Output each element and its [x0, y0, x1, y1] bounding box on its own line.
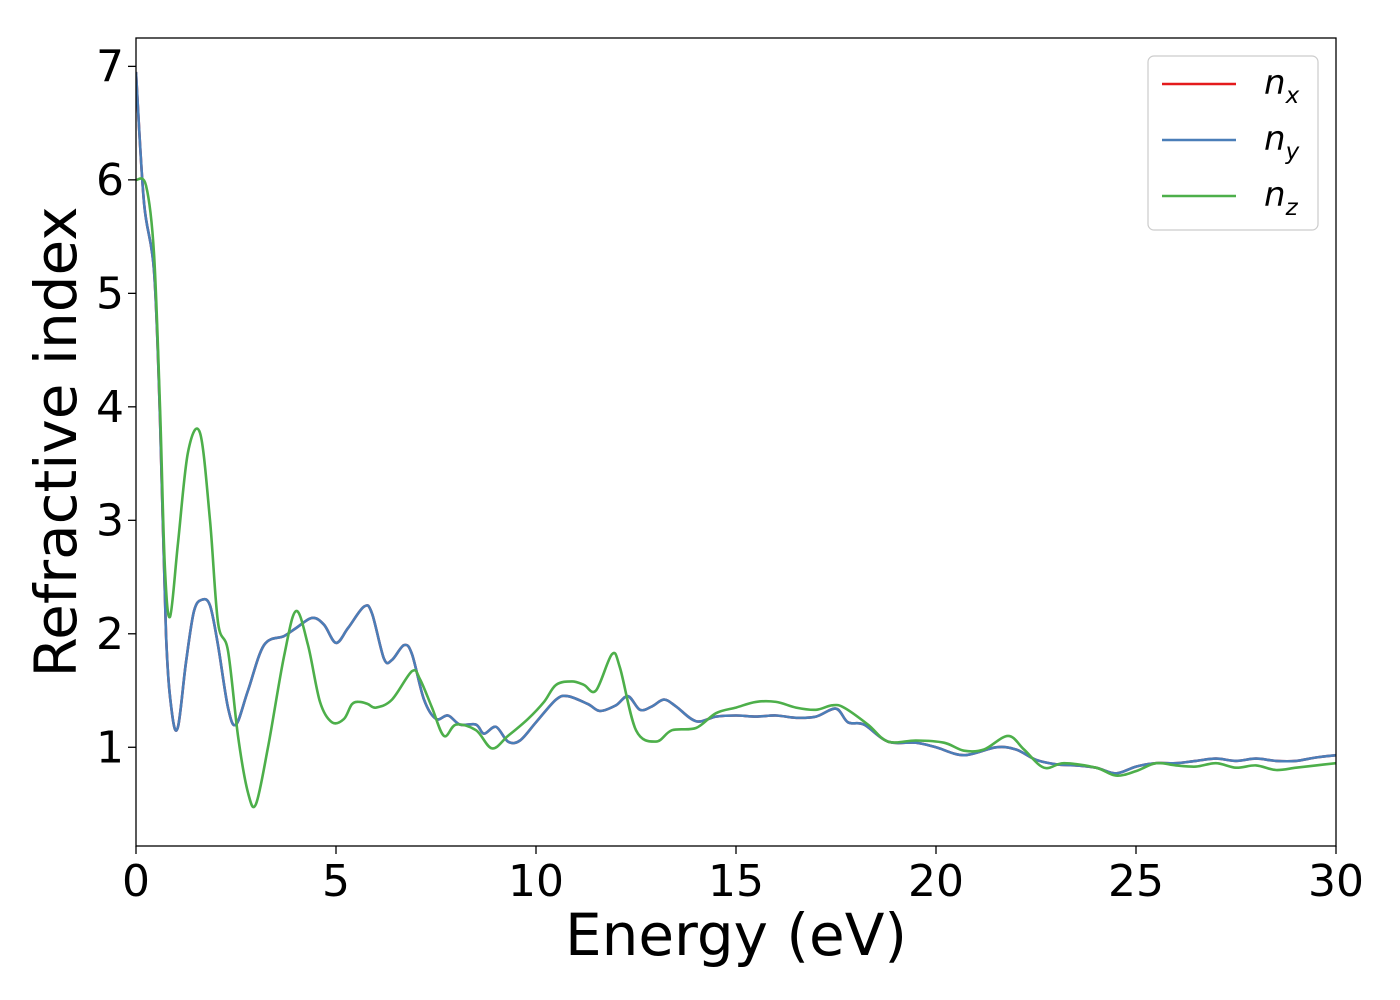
x-tick-label: 5 — [322, 856, 350, 907]
plot-area — [136, 38, 1336, 846]
y-tick-label: 6 — [96, 155, 124, 206]
x-tick-label: 25 — [1108, 856, 1164, 907]
y-tick-label: 5 — [96, 268, 124, 319]
y-tick-label: 1 — [96, 722, 124, 773]
y-tick-label: 2 — [96, 609, 124, 660]
y-tick-label: 4 — [96, 382, 124, 433]
legend-label-n-z: nz — [1264, 175, 1299, 221]
x-tick-label: 0 — [122, 856, 150, 907]
x-axis-ticks: 0 5 10 15 20 25 30 — [122, 846, 1364, 907]
x-tick-label: 30 — [1308, 856, 1364, 907]
y-tick-label: 3 — [96, 495, 124, 546]
y-axis-label: Refractive index — [22, 206, 90, 677]
series-layer — [136, 71, 1336, 809]
legend-box — [1147, 55, 1319, 231]
legend-label-n-x: nx — [1264, 63, 1300, 109]
y-axis-ticks: 1 2 3 4 5 6 7 — [96, 41, 136, 773]
legend-label-n-y: ny — [1264, 119, 1300, 165]
x-tick-label: 15 — [708, 856, 764, 907]
legend: nx ny nz — [1147, 55, 1319, 231]
x-tick-label: 20 — [908, 856, 964, 907]
x-axis-label: Energy (eV) — [565, 901, 907, 969]
series-line-n-y — [136, 71, 1336, 775]
y-tick-label: 7 — [96, 41, 124, 92]
series-line-n-z — [136, 177, 1336, 809]
x-tick-label: 10 — [508, 856, 564, 907]
